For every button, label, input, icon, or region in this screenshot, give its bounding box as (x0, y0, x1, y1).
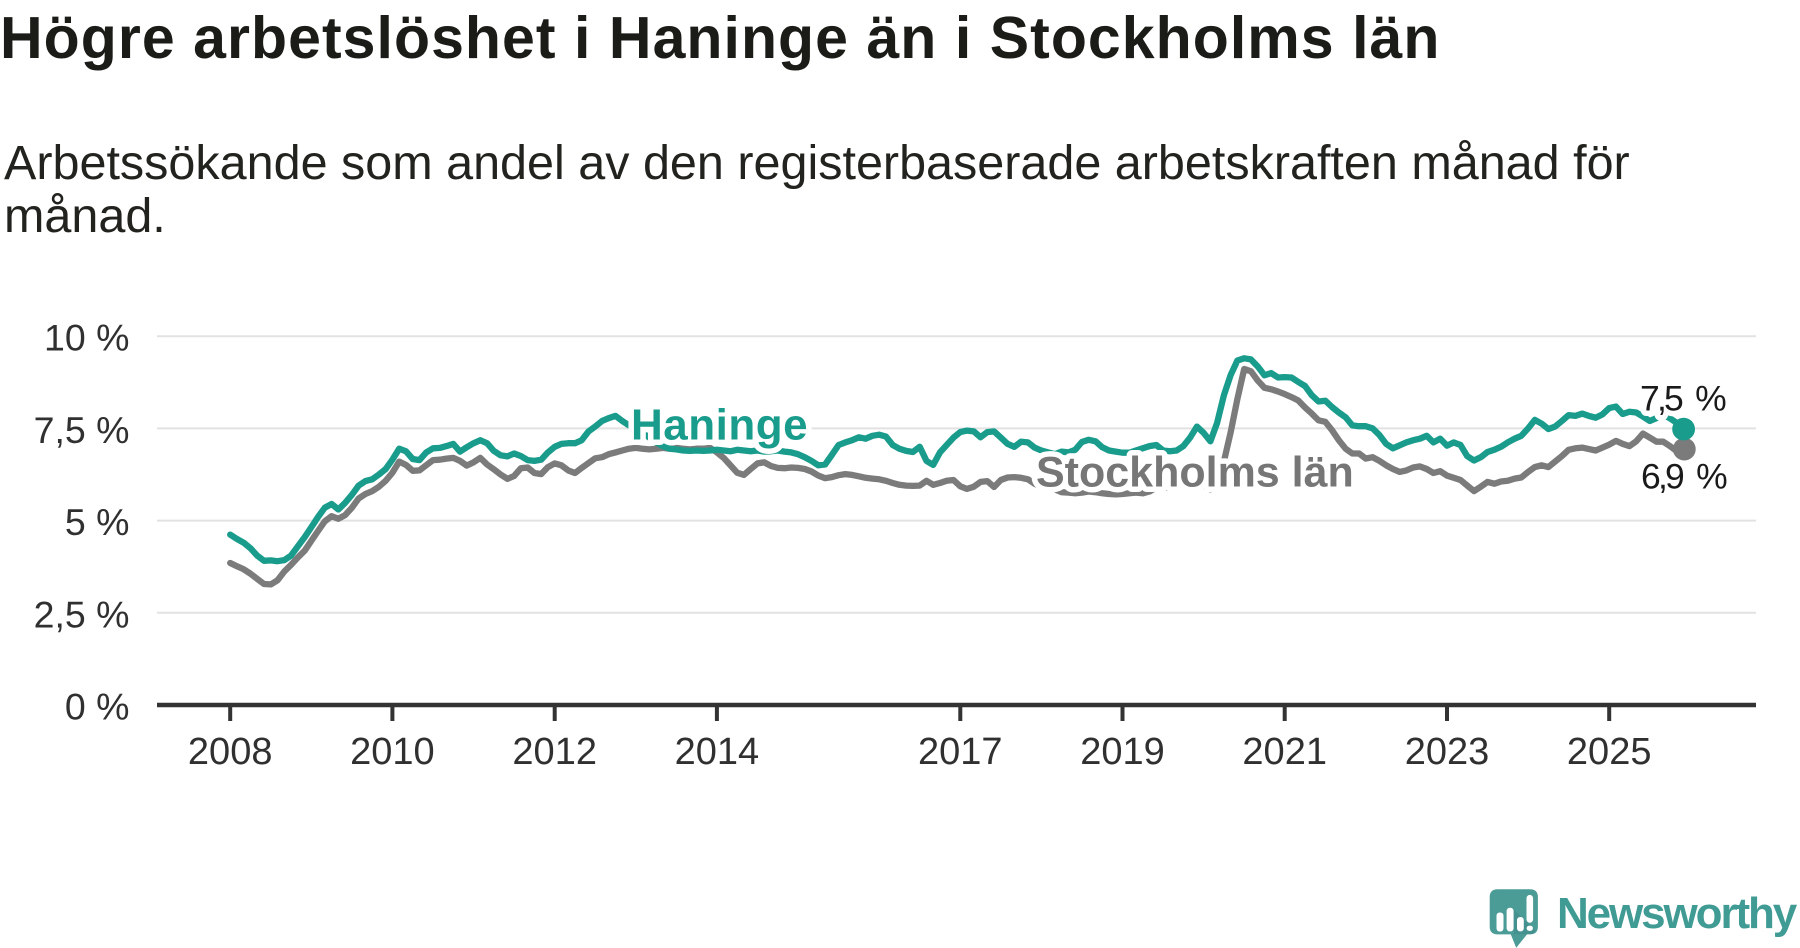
svg-text:2017: 2017 (918, 731, 1003, 773)
svg-text:2014: 2014 (675, 731, 760, 773)
svg-text:6,9 %: 6,9 % (1641, 457, 1727, 497)
svg-text:2008: 2008 (188, 731, 273, 773)
svg-text:2023: 2023 (1405, 731, 1490, 773)
svg-text:2021: 2021 (1242, 731, 1327, 773)
svg-text:7,5 %: 7,5 % (1640, 379, 1726, 419)
svg-text:2025: 2025 (1567, 731, 1652, 773)
svg-text:2019: 2019 (1080, 731, 1165, 773)
svg-text:10 %: 10 % (44, 317, 129, 359)
svg-text:Haninge: Haninge (631, 401, 808, 450)
svg-text:Stockholms län: Stockholms län (1036, 449, 1354, 497)
svg-text:2012: 2012 (512, 731, 597, 773)
svg-text:7,5 %: 7,5 % (34, 409, 130, 451)
svg-text:5 %: 5 % (65, 501, 130, 543)
svg-text:0 %: 0 % (65, 686, 130, 728)
svg-text:2,5 %: 2,5 % (34, 593, 130, 635)
svg-text:2010: 2010 (350, 731, 435, 773)
svg-text:Newsworthy: Newsworthy (1557, 889, 1798, 938)
